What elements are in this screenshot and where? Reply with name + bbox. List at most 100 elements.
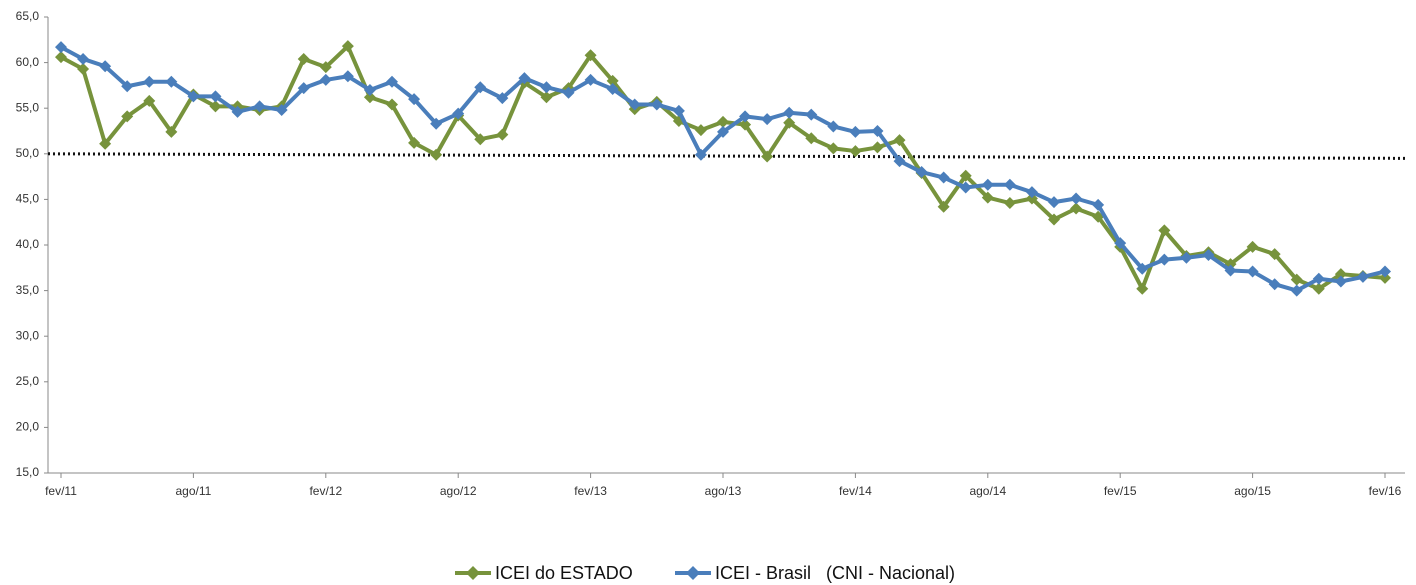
point bbox=[319, 61, 332, 74]
point bbox=[209, 90, 222, 103]
point bbox=[341, 70, 354, 83]
point bbox=[121, 80, 134, 93]
point bbox=[143, 94, 156, 107]
point bbox=[1158, 253, 1171, 266]
point bbox=[1246, 240, 1259, 253]
y-tick-label: 50,0 bbox=[16, 146, 40, 160]
point bbox=[540, 91, 553, 104]
y-tick-label: 40,0 bbox=[16, 237, 40, 251]
point bbox=[959, 181, 972, 194]
point bbox=[1268, 278, 1281, 291]
point bbox=[849, 145, 862, 158]
point bbox=[253, 100, 266, 113]
point bbox=[430, 148, 443, 161]
point bbox=[606, 83, 619, 96]
point bbox=[297, 82, 310, 95]
point bbox=[1048, 196, 1060, 209]
point bbox=[1180, 251, 1193, 264]
legend-marker bbox=[466, 566, 480, 580]
point bbox=[452, 107, 465, 120]
point bbox=[959, 169, 972, 182]
point bbox=[739, 118, 752, 131]
point bbox=[143, 75, 156, 88]
point bbox=[805, 132, 818, 145]
point bbox=[55, 41, 67, 54]
point bbox=[981, 178, 994, 191]
point bbox=[1290, 273, 1303, 286]
point bbox=[672, 104, 685, 117]
y-tick-label: 20,0 bbox=[16, 420, 40, 434]
point bbox=[739, 110, 752, 123]
point bbox=[386, 98, 398, 111]
point bbox=[1136, 262, 1149, 275]
point bbox=[937, 200, 950, 213]
x-tick-label: ago/12 bbox=[440, 484, 477, 498]
point bbox=[849, 125, 862, 138]
x-tick-label: ago/13 bbox=[705, 484, 742, 498]
point bbox=[827, 142, 840, 155]
point bbox=[694, 148, 707, 161]
point bbox=[363, 91, 376, 104]
x-tick-label: fev/11 bbox=[45, 484, 77, 498]
point bbox=[430, 117, 443, 130]
point bbox=[408, 93, 421, 106]
point bbox=[871, 125, 884, 137]
point bbox=[1070, 192, 1083, 205]
y-tick-label: 35,0 bbox=[16, 283, 40, 297]
point bbox=[165, 75, 178, 88]
point bbox=[121, 110, 134, 123]
y-tick-label: 55,0 bbox=[16, 100, 40, 114]
y-tick-label: 60,0 bbox=[16, 55, 40, 69]
point bbox=[187, 90, 200, 103]
point bbox=[827, 120, 840, 133]
point bbox=[937, 171, 950, 184]
point bbox=[1312, 282, 1325, 295]
x-tick-label: ago/14 bbox=[969, 484, 1006, 498]
point bbox=[871, 141, 884, 154]
point bbox=[783, 106, 796, 119]
point bbox=[1003, 178, 1016, 191]
point bbox=[1312, 272, 1325, 285]
point bbox=[1334, 268, 1347, 281]
point bbox=[297, 52, 310, 65]
y-tick-label: 25,0 bbox=[16, 374, 40, 388]
point bbox=[584, 49, 597, 62]
point bbox=[893, 134, 906, 147]
legend-text: ICEI do ESTADO bbox=[495, 563, 633, 583]
x-tick-label: ago/11 bbox=[175, 484, 211, 498]
point bbox=[1136, 282, 1149, 295]
point bbox=[893, 155, 906, 168]
point bbox=[474, 81, 487, 94]
point bbox=[1379, 271, 1391, 284]
point bbox=[650, 98, 663, 111]
point bbox=[99, 137, 112, 150]
point bbox=[99, 60, 112, 73]
point bbox=[1224, 264, 1237, 277]
point bbox=[1290, 284, 1303, 297]
point bbox=[717, 125, 729, 138]
point bbox=[1048, 213, 1060, 226]
point bbox=[1092, 198, 1105, 211]
point bbox=[540, 81, 553, 94]
point bbox=[341, 40, 354, 53]
point bbox=[1025, 186, 1038, 199]
x-tick-label: fev/16 bbox=[1369, 484, 1402, 498]
x-tick-label: fev/14 bbox=[839, 484, 872, 498]
point bbox=[694, 124, 707, 137]
point bbox=[408, 136, 421, 149]
point bbox=[1268, 248, 1281, 261]
point bbox=[1356, 270, 1369, 283]
point bbox=[518, 72, 531, 85]
point bbox=[805, 108, 818, 121]
point bbox=[915, 166, 928, 179]
x-tick-label: ago/15 bbox=[1234, 484, 1271, 498]
y-tick-label: 15,0 bbox=[16, 465, 40, 479]
point bbox=[77, 62, 90, 75]
point bbox=[584, 73, 597, 86]
point bbox=[496, 128, 509, 141]
point bbox=[363, 83, 376, 96]
point bbox=[628, 98, 641, 111]
point bbox=[1114, 237, 1127, 250]
point bbox=[275, 104, 288, 117]
